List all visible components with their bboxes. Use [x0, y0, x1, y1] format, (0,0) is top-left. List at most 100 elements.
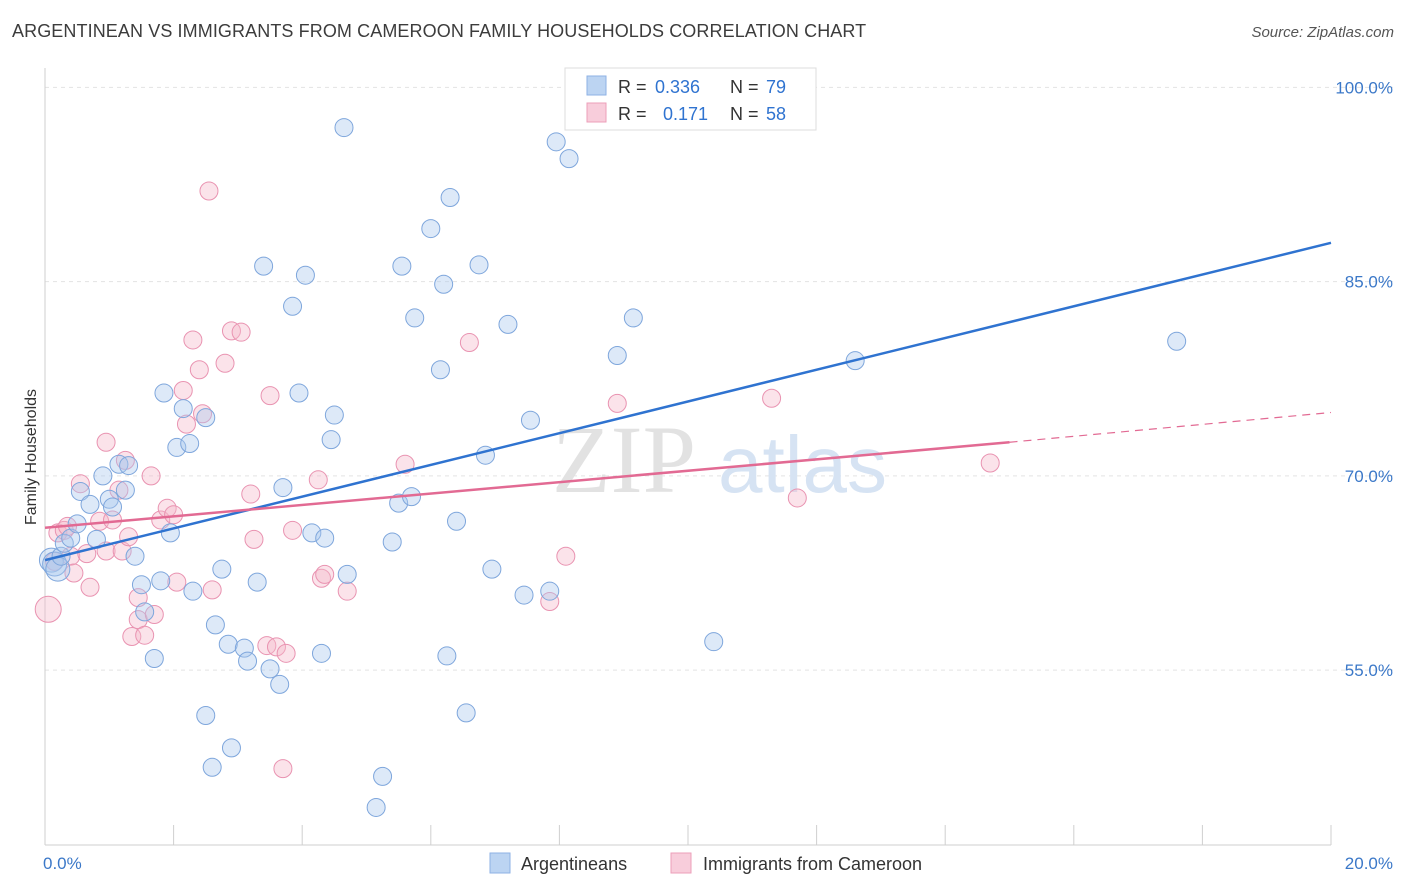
point-argentineans	[295, 265, 315, 285]
point-argentineans	[373, 766, 393, 786]
point-cameroon	[80, 577, 100, 597]
y-tick-label: 55.0%	[1345, 661, 1393, 680]
legend-n-value-argentineans: 79	[766, 77, 786, 97]
point-cameroon	[762, 388, 782, 408]
legend-n-label-cameroon: N =	[730, 104, 759, 124]
point-argentineans	[270, 674, 290, 694]
trend-lines	[44, 241, 1332, 562]
legend-swatch-argentineans	[586, 75, 607, 96]
bottom-legend-label-argentineans: Argentineans	[521, 854, 627, 874]
point-argentineans	[315, 528, 335, 548]
y-axis-label: Family Households	[23, 389, 40, 525]
point-argentineans	[456, 703, 476, 723]
point-cameroon	[311, 568, 331, 588]
point-cameroon	[787, 488, 807, 508]
point-cameroon	[283, 520, 303, 540]
point-argentineans	[607, 345, 627, 365]
point-cameroon	[257, 636, 277, 656]
point-cameroon	[202, 580, 222, 600]
legend-r-value-cameroon: 0.171	[663, 104, 708, 124]
point-argentineans	[623, 308, 643, 328]
legend-r-label-cameroon: R =	[618, 104, 647, 124]
point-cameroon	[459, 333, 479, 353]
point-argentineans	[173, 399, 193, 419]
point-cameroon	[173, 380, 193, 400]
point-cameroon	[34, 595, 62, 623]
gridlines	[45, 86, 1393, 671]
point-argentineans	[324, 405, 344, 425]
point-argentineans	[109, 454, 129, 474]
point-argentineans	[38, 547, 64, 573]
point-argentineans	[382, 532, 402, 552]
bottom-legend-swatch-cameroon	[670, 852, 692, 874]
point-cameroon	[193, 404, 213, 424]
chart-source: Source: ZipAtlas.com	[1251, 24, 1394, 41]
point-argentineans	[437, 646, 457, 666]
point-cameroon	[141, 466, 161, 486]
point-cameroon	[241, 484, 261, 504]
point-argentineans	[334, 118, 354, 138]
y-tick-label: 100.0%	[1335, 78, 1393, 97]
point-argentineans	[704, 632, 724, 652]
y-tick-label: 70.0%	[1345, 467, 1393, 486]
point-argentineans	[302, 523, 322, 543]
point-argentineans	[238, 651, 258, 671]
point-argentineans	[196, 408, 216, 428]
point-cameroon	[70, 474, 90, 494]
point-argentineans	[154, 383, 174, 403]
point-cameroon	[176, 414, 196, 434]
point-argentineans	[289, 383, 309, 403]
x-tick-min: 0.0%	[43, 854, 82, 873]
point-argentineans	[430, 360, 450, 380]
point-argentineans	[283, 296, 303, 316]
point-argentineans	[469, 255, 489, 275]
point-cameroon	[215, 353, 235, 373]
point-argentineans	[212, 559, 232, 579]
point-argentineans	[119, 456, 139, 476]
point-cameroon	[273, 759, 293, 779]
point-argentineans	[61, 528, 81, 548]
point-argentineans	[440, 188, 460, 207]
point-argentineans	[218, 634, 238, 654]
point-cameroon	[244, 529, 264, 549]
point-argentineans	[221, 738, 241, 758]
point-argentineans	[254, 256, 274, 276]
point-argentineans	[514, 585, 534, 605]
point-argentineans	[546, 132, 566, 152]
point-cameroon	[221, 321, 241, 341]
point-argentineans	[205, 615, 225, 635]
point-cameroon	[980, 453, 1000, 473]
point-argentineans	[196, 706, 216, 725]
legend-box	[564, 67, 817, 131]
point-argentineans	[103, 497, 123, 517]
watermark-zip: ZIP	[552, 406, 696, 513]
point-argentineans	[202, 757, 222, 777]
point-argentineans	[247, 572, 267, 592]
point-argentineans	[70, 481, 90, 501]
point-argentineans	[131, 575, 151, 595]
point-argentineans	[80, 494, 100, 514]
point-argentineans	[1167, 331, 1187, 351]
point-cameroon	[231, 322, 251, 342]
y-tick-label: 85.0%	[1345, 273, 1393, 292]
point-argentineans	[434, 274, 454, 294]
point-argentineans	[392, 256, 412, 276]
point-argentineans	[321, 430, 341, 450]
point-argentineans	[125, 546, 145, 566]
point-argentineans	[151, 571, 171, 591]
x-tick-max: 20.0%	[1345, 854, 1393, 873]
point-cameroon	[189, 360, 209, 380]
point-argentineans	[135, 602, 155, 622]
point-argentineans	[273, 478, 293, 498]
point-cameroon	[395, 454, 415, 474]
point-argentineans	[447, 511, 467, 531]
point-cameroon	[151, 510, 171, 530]
bottom-legend-label-cameroon: Immigrants from Cameroon	[703, 854, 922, 874]
point-cameroon	[540, 592, 560, 612]
point-argentineans	[260, 659, 280, 679]
trendline-cameroon	[44, 441, 1010, 529]
point-argentineans	[144, 649, 164, 669]
legend-n-label-argentineans: N =	[730, 77, 759, 97]
point-argentineans	[115, 480, 135, 500]
